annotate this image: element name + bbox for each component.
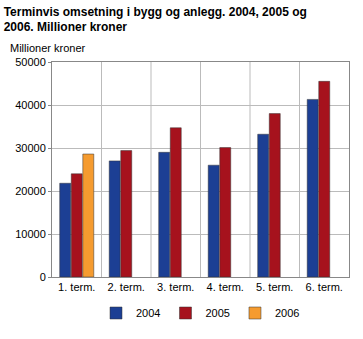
svg-text:2. term.: 2. term. <box>108 281 145 293</box>
svg-text:2004: 2004 <box>136 307 160 319</box>
svg-text:50000: 50000 <box>15 56 46 68</box>
svg-text:1. term.: 1. term. <box>58 281 95 293</box>
svg-text:3. term.: 3. term. <box>157 281 194 293</box>
svg-text:4. term.: 4. term. <box>207 281 244 293</box>
svg-text:6. term.: 6. term. <box>306 281 343 293</box>
svg-text:40000: 40000 <box>15 99 46 111</box>
svg-text:2005: 2005 <box>205 307 229 319</box>
svg-text:5. term.: 5. term. <box>256 281 293 293</box>
svg-text:20000: 20000 <box>15 185 46 197</box>
svg-text:10000: 10000 <box>15 228 46 240</box>
svg-text:0: 0 <box>40 271 46 283</box>
svg-text:30000: 30000 <box>15 142 46 154</box>
svg-text:Millioner kroner: Millioner kroner <box>10 42 86 54</box>
svg-text:2006: 2006 <box>275 307 299 319</box>
svg-text:Terminvis omsetning i bygg og: Terminvis omsetning i bygg og anlegg. 20… <box>4 5 307 35</box>
